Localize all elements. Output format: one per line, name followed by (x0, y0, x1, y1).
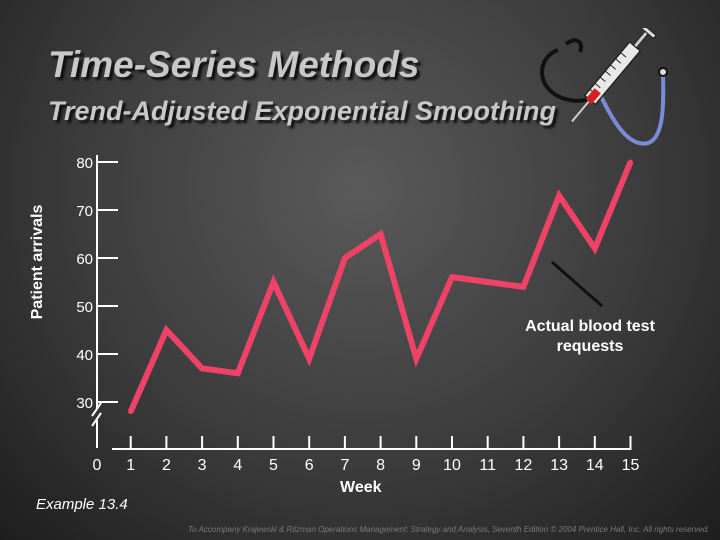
x-tick-label-9: 9 (412, 457, 421, 474)
data-point-week-1 (128, 409, 134, 415)
data-point-week-9 (413, 356, 419, 362)
y-axis-label: Patient arrivals (29, 204, 46, 320)
chart-series (127, 159, 634, 415)
data-point-week-13 (556, 193, 562, 199)
footer-credit: To Accompany Krajewski & Ritzman Operati… (188, 525, 710, 534)
x-tick-label-2: 2 (162, 457, 171, 474)
y-axis: 30 40 50 60 70 80 (76, 155, 118, 427)
x-tick-label-4: 4 (233, 457, 242, 474)
x-tick-label-3: 3 (198, 457, 207, 474)
x-tick-label-5: 5 (269, 457, 278, 474)
data-point-week-3 (199, 365, 205, 371)
x-axis-label: Week (340, 479, 382, 496)
x-tick-label-1: 1 (126, 457, 135, 474)
data-point-week-2 (163, 327, 169, 333)
series-line-0 (127, 160, 634, 413)
data-point-week-7 (342, 255, 348, 261)
x-tick-label-0: 0 (93, 457, 102, 474)
axis-break-mark (91, 412, 102, 427)
y-tick-label-40: 40 (76, 347, 93, 364)
data-point-week-12 (520, 284, 526, 290)
x-tick-label-7: 7 (340, 457, 349, 474)
axis-break-mark (91, 402, 102, 417)
stethoscope-syringe-icon (540, 28, 668, 146)
data-point-week-14 (592, 245, 598, 251)
x-tick-label-12: 12 (515, 457, 533, 474)
data-point-week-5 (271, 279, 276, 285)
data-point-week-10 (449, 274, 455, 280)
x-tick-label-14: 14 (586, 457, 604, 474)
x-tick-label-8: 8 (376, 457, 385, 474)
data-point-week-11 (485, 279, 491, 285)
y-tick-label-50: 50 (76, 299, 93, 316)
x-axis: 0 1 2 3 4 5 6 7 8 9 10 11 12 13 14 15 (93, 420, 640, 474)
x-tick-label-10: 10 (443, 457, 461, 474)
annotation-text: Actual blood test requests (525, 318, 655, 355)
data-point-week-6 (306, 356, 312, 362)
data-point-week-4 (235, 370, 241, 376)
y-tick-label-60: 60 (76, 251, 93, 268)
data-point-week-8 (378, 231, 384, 237)
x-tick-label-15: 15 (622, 457, 640, 474)
annotation-leader-line (551, 260, 603, 308)
y-tick-label-70: 70 (76, 203, 93, 220)
y-tick-label-30: 30 (76, 395, 93, 412)
series-annotation: Actual blood test requests (520, 317, 660, 357)
example-label: Example 13.4 (36, 496, 128, 513)
page-title: Time-Series Methods (48, 44, 420, 85)
x-tick-label-11: 11 (479, 457, 496, 474)
data-point-week-15 (628, 159, 633, 165)
y-tick-label-80: 80 (76, 155, 93, 172)
x-tick-label-13: 13 (550, 457, 568, 474)
x-tick-label-6: 6 (305, 457, 314, 474)
page-subtitle: Trend-Adjusted Exponential Smoothing (48, 96, 557, 126)
